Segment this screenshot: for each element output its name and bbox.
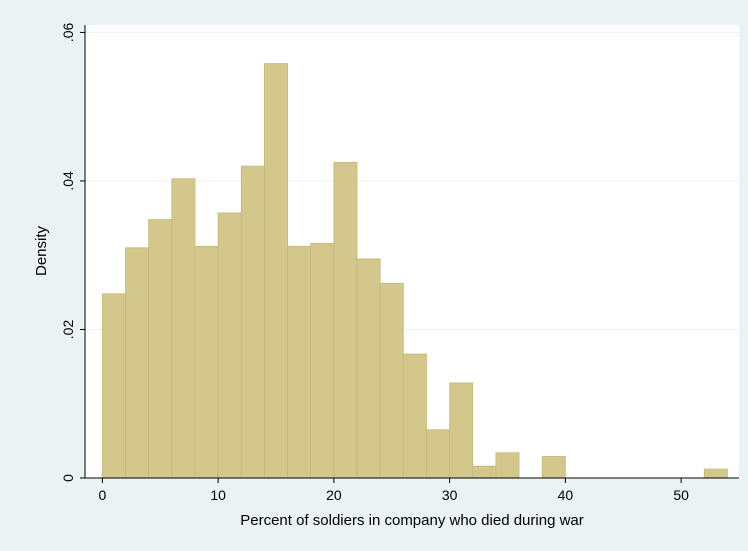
x-axis-title: Percent of soldiers in company who died … xyxy=(240,512,584,529)
y-tick-label: .06 xyxy=(60,22,76,42)
histogram-bar xyxy=(379,283,404,479)
histogram-bar xyxy=(240,165,265,479)
histogram-bar xyxy=(148,219,173,479)
histogram-bar xyxy=(310,242,335,479)
histogram-bar xyxy=(287,245,312,479)
x-tick-label: 10 xyxy=(210,487,226,503)
x-tick-label: 50 xyxy=(673,487,689,503)
histogram-bar xyxy=(402,353,427,479)
histogram-bar xyxy=(171,178,196,479)
histogram-bar xyxy=(333,161,358,479)
histogram-bar xyxy=(541,456,566,479)
x-tick-label: 40 xyxy=(558,487,574,503)
histogram-bar xyxy=(194,245,219,479)
histogram-bar xyxy=(472,465,497,479)
y-axis-title: Density xyxy=(33,225,50,276)
histogram-bar xyxy=(101,293,126,479)
x-tick-label: 30 xyxy=(442,487,458,503)
y-tick-label: 0 xyxy=(60,474,76,482)
histogram-bar xyxy=(426,429,451,479)
x-tick-label: 0 xyxy=(98,487,106,503)
histogram-bar xyxy=(703,468,728,479)
y-tick-label: .02 xyxy=(60,320,76,340)
axes xyxy=(84,25,739,479)
histogram-bar xyxy=(495,452,520,479)
x-ticks: 0 10 20 30 40 50 xyxy=(98,478,689,503)
histogram-bar xyxy=(356,258,381,479)
histogram-bar xyxy=(125,247,150,479)
x-tick-label: 20 xyxy=(326,487,342,503)
histogram-bars xyxy=(101,63,728,479)
histogram-bar xyxy=(264,63,288,479)
y-ticks: 0 .02 .04 .06 xyxy=(60,22,85,482)
histogram-bar xyxy=(217,212,242,479)
histogram-bar xyxy=(449,382,474,479)
y-tick-label: .04 xyxy=(60,171,76,191)
